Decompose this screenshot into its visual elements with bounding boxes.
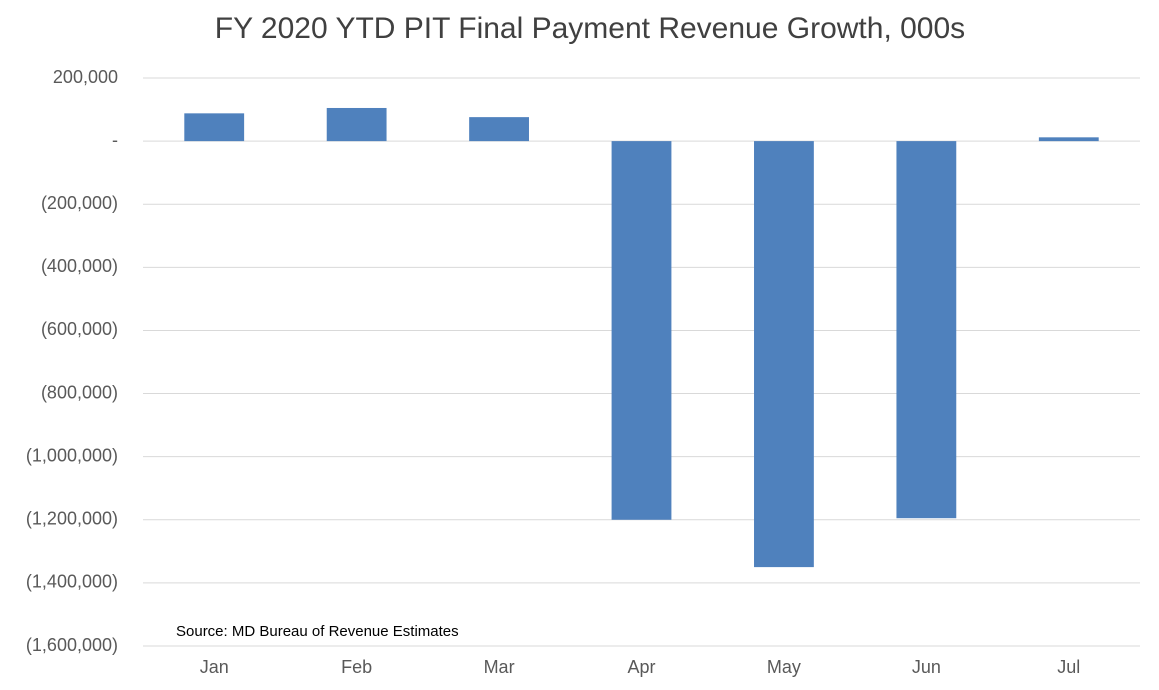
x-tick-label: Jan — [200, 657, 229, 677]
y-tick-label: (800,000) — [41, 382, 118, 402]
y-tick-label: (400,000) — [41, 256, 118, 276]
bar — [184, 113, 245, 142]
x-tick-label: Mar — [484, 657, 515, 677]
x-tick-label: Jun — [912, 657, 941, 677]
annotation: Source: MD Bureau of Revenue Estimates — [176, 623, 459, 640]
y-tick-label: (600,000) — [41, 319, 118, 339]
y-tick-label: (1,400,000) — [26, 572, 118, 592]
bar — [326, 107, 387, 142]
y-tick-label: (1,200,000) — [26, 509, 118, 529]
x-tick-label: Apr — [627, 657, 655, 677]
y-tick-label: - — [112, 130, 118, 150]
bar — [896, 141, 957, 519]
y-tick-label: 200,000 — [53, 67, 118, 87]
y-tick-label: (200,000) — [41, 193, 118, 213]
bar — [611, 141, 672, 520]
bar — [469, 117, 529, 142]
x-tick-label: May — [767, 657, 801, 677]
bar — [754, 141, 814, 568]
y-tick-label: (1,600,000) — [26, 635, 118, 655]
chart-title: FY 2020 YTD PIT Final Payment Revenue Gr… — [215, 12, 965, 45]
x-tick-label: Feb — [341, 657, 372, 677]
x-tick-label: Jul — [1057, 657, 1080, 677]
bar — [1038, 137, 1099, 142]
y-tick-label: (1,000,000) — [26, 445, 118, 465]
